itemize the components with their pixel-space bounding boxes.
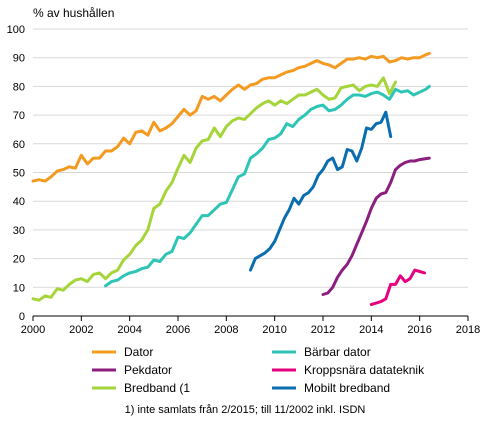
x-tick-2: 2004 — [117, 324, 141, 336]
x-tick-5: 2010 — [262, 324, 286, 336]
x-tick-1: 2002 — [69, 324, 93, 336]
legend-label-4: Bredband (1 — [124, 381, 190, 395]
y-tick-labels: 0 10 20 30 40 50 60 70 80 90 100 — [7, 24, 25, 323]
x-tick-9: 2018 — [456, 324, 480, 336]
series-line-5 — [249, 110, 393, 272]
grid — [33, 28, 468, 288]
x-tick-4: 2008 — [214, 324, 238, 336]
y-tick-8: 80 — [13, 81, 25, 93]
y-axis-label: % av hushållen — [33, 6, 114, 20]
legend-label-2: Pekdator — [124, 363, 172, 377]
legend-label-0: Dator — [124, 345, 153, 359]
x-tick-7: 2014 — [359, 324, 383, 336]
legend-label-5: Mobilt bredband — [304, 381, 390, 395]
x-tick-8: 2016 — [407, 324, 431, 336]
series-line-1 — [104, 84, 431, 288]
legend-label-3: Kroppsnära datateknik — [304, 363, 425, 377]
y-tick-0: 0 — [19, 311, 25, 323]
series-line-3 — [369, 268, 426, 306]
y-tick-7: 70 — [13, 110, 25, 122]
x-tick-3: 2006 — [166, 324, 190, 336]
series-line-0 — [31, 51, 431, 183]
y-tick-5: 50 — [13, 168, 25, 180]
series-line-2 — [321, 156, 431, 296]
y-tick-10: 100 — [7, 24, 25, 36]
y-tick-3: 30 — [13, 225, 25, 237]
footnote: 1) inte samlats från 2/2015; till 11/200… — [125, 404, 366, 416]
y-tick-4: 40 — [13, 196, 25, 208]
y-tick-9: 90 — [13, 53, 25, 65]
series-lines — [31, 51, 431, 306]
x-tick-0: 2000 — [21, 324, 45, 336]
x-tick-labels: 2000 2002 2004 2006 2008 2010 2012 2014 2016 2018 — [21, 316, 480, 336]
series-line-4 — [31, 76, 397, 302]
legend: Dator Bärbar dator Pekdator Kroppsnära data… — [92, 345, 425, 395]
y-tick-6: 60 — [13, 139, 25, 151]
legend-label-1: Bärbar dator — [304, 345, 371, 359]
y-tick-1: 10 — [13, 282, 25, 294]
y-tick-2: 20 — [13, 254, 25, 266]
x-tick-6: 2012 — [311, 324, 335, 336]
